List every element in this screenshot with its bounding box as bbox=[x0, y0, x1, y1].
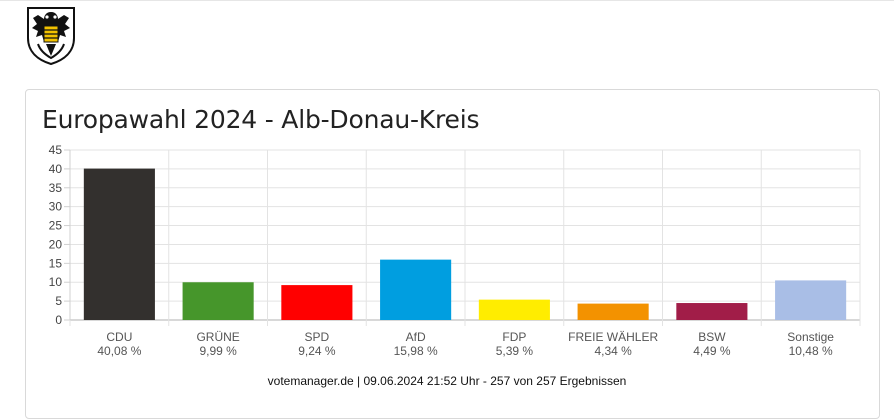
x-tick-label: BSW bbox=[698, 330, 726, 344]
bar-freie-wähler bbox=[577, 303, 649, 320]
data-label: 4,34 % bbox=[594, 344, 632, 358]
y-tick-label: 45 bbox=[49, 143, 63, 157]
y-tick-label: 5 bbox=[55, 294, 62, 308]
y-tick-label: 35 bbox=[49, 181, 63, 195]
y-tick-label: 15 bbox=[49, 256, 63, 270]
chart-card bbox=[25, 89, 880, 419]
x-tick-label: Sonstige bbox=[787, 330, 834, 344]
bar-bsw bbox=[676, 303, 748, 320]
bar-fdp bbox=[478, 299, 550, 320]
data-label: 10,48 % bbox=[789, 344, 833, 358]
top-border bbox=[0, 0, 894, 1]
data-label: 9,99 % bbox=[199, 344, 237, 358]
x-tick-label: CDU bbox=[106, 330, 132, 344]
data-label: 9,24 % bbox=[298, 344, 336, 358]
x-tick-label: FREIE WÄHLER bbox=[568, 330, 658, 344]
y-tick-label: 10 bbox=[49, 275, 63, 289]
y-tick-label: 0 bbox=[55, 313, 62, 327]
y-tick-label: 20 bbox=[49, 237, 63, 251]
y-tick-label: 40 bbox=[49, 162, 63, 176]
data-label: 15,98 % bbox=[394, 344, 438, 358]
bar-sonstige bbox=[775, 280, 847, 320]
bar-cdu bbox=[83, 168, 155, 320]
x-tick-label: FDP bbox=[502, 330, 526, 344]
data-label: 5,39 % bbox=[496, 344, 534, 358]
bar-spd bbox=[281, 285, 353, 320]
chart-title: Europawahl 2024 - Alb-Donau-Kreis bbox=[42, 105, 480, 134]
bar-afd bbox=[380, 259, 452, 320]
y-tick-label: 30 bbox=[49, 200, 63, 214]
coat-of-arms-icon bbox=[27, 7, 75, 66]
bar-grüne bbox=[182, 282, 254, 320]
x-tick-label: AfD bbox=[406, 330, 426, 344]
data-label: 4,49 % bbox=[693, 344, 731, 358]
footer-source: votemanager.de | 09.06.2024 21:52 Uhr - … bbox=[267, 374, 627, 388]
x-tick-label: SPD bbox=[305, 330, 330, 344]
x-tick-label: GRÜNE bbox=[196, 330, 239, 344]
data-label: 40,08 % bbox=[97, 344, 141, 358]
y-tick-label: 25 bbox=[49, 219, 63, 233]
